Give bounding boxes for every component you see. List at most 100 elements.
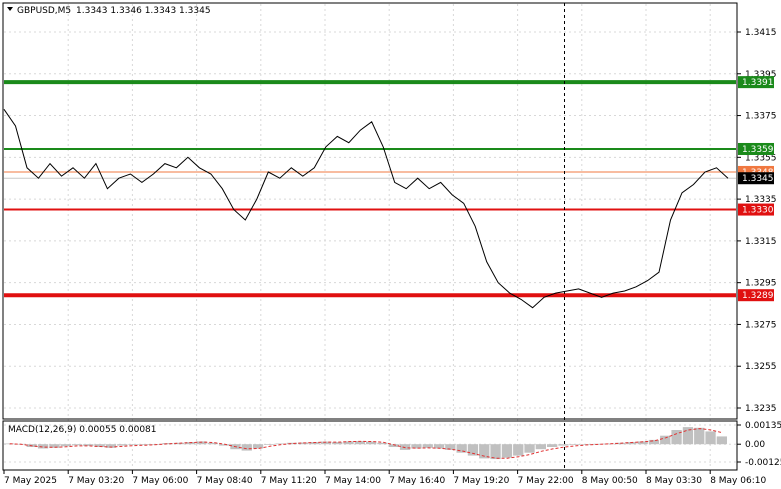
- time-label: 7 May 14:00: [325, 476, 381, 486]
- time-label: 8 May 06:10: [710, 476, 766, 486]
- macd-axis: 0.00135 0.00 -0.00125: [737, 421, 781, 468]
- macd-bar: [94, 444, 105, 447]
- macd-bar: [128, 444, 139, 445]
- macd-bar: [117, 444, 128, 446]
- price-tick-label: 1.3275: [745, 320, 777, 330]
- macd-bar: [682, 427, 694, 445]
- macd-tick-label: 0.00: [745, 440, 765, 450]
- macd-bar: [648, 439, 660, 445]
- macd-bar: [309, 442, 320, 445]
- time-label: 7 May 16:40: [389, 476, 445, 486]
- level-tag-label: 1.3359: [742, 145, 774, 155]
- macd-bar: [524, 444, 535, 453]
- macd-bar: [411, 444, 422, 449]
- macd-bar: [637, 441, 648, 445]
- price-axis: 1.3415 1.3395 1.3375 1.3355 1.3335 1.3315 1.32…: [737, 28, 777, 414]
- macd-bar: [218, 444, 230, 446]
- macd-bar: [173, 442, 184, 445]
- macd-bar: [264, 444, 275, 445]
- level-tag-label: 1.3345: [742, 174, 774, 184]
- price-tick-label: 1.3315: [745, 237, 777, 247]
- macd-bar: [558, 444, 569, 446]
- macd-bar: [185, 442, 196, 445]
- price-tick-label: 1.3375: [745, 112, 777, 122]
- macd-bar: [716, 436, 727, 445]
- time-label: 8 May 00:50: [582, 476, 638, 486]
- macd-bar: [343, 441, 354, 445]
- time-label: 7 May 03:20: [68, 476, 124, 486]
- macd-bar: [467, 444, 479, 456]
- macd-bar: [60, 444, 71, 447]
- macd-signal-line: [9, 428, 723, 459]
- price-pane-border: [2, 2, 738, 420]
- level-tag-label: 1.3330: [742, 206, 774, 216]
- macd-bar: [490, 444, 501, 460]
- macd-bar: [275, 443, 286, 445]
- price-levels[interactable]: [4, 80, 736, 298]
- macd-bar: [535, 444, 546, 450]
- level-tag-red-lower: [738, 289, 774, 302]
- time-axis: 7 May 2025 7 May 03:20 7 May 06:00 7 May 08…: [3, 470, 766, 486]
- price-tick-label: 1.3295: [745, 279, 777, 289]
- macd-bar: [196, 441, 207, 445]
- macd-bar: [49, 444, 60, 448]
- macd-tick-label: -0.00125: [745, 458, 781, 468]
- time-label: 7 May 2025: [4, 476, 57, 486]
- price-tick-label: 1.3335: [745, 195, 777, 205]
- macd-bar: [479, 444, 490, 459]
- macd-bar: [139, 444, 151, 445]
- time-label: 7 May 22:00: [518, 476, 574, 486]
- price-tick-label: 1.3395: [745, 70, 777, 80]
- level-tag-current-bid: [738, 172, 774, 185]
- price-tick-label: 1.3415: [745, 28, 777, 38]
- time-label: 7 May 08:40: [197, 476, 253, 486]
- chart-ohlc: 1.3343 1.3346 1.3343 1.3345: [76, 6, 211, 16]
- macd-bar: [332, 442, 343, 445]
- macd-bar: [399, 444, 411, 450]
- level-tag-green-upper: [738, 76, 774, 89]
- macd-bar: [320, 441, 332, 445]
- macd-bar: [569, 444, 580, 445]
- macd-bar: [286, 442, 298, 445]
- macd-bar: [37, 444, 49, 449]
- macd-bar: [354, 441, 365, 445]
- macd-bar: [388, 444, 399, 447]
- macd-bar: [614, 442, 626, 445]
- macd-bar: [377, 442, 388, 445]
- time-label: 8 May 03:30: [646, 476, 702, 486]
- macd-bar: [298, 442, 309, 445]
- macd-bar: [660, 435, 671, 445]
- macd-bar: [4, 443, 15, 445]
- time-label: 7 May 11:20: [261, 476, 317, 486]
- price-tick-label: 1.3235: [745, 404, 777, 414]
- macd-bar: [162, 443, 173, 445]
- macd-bar: [252, 444, 264, 449]
- macd-pane-border: [2, 420, 738, 471]
- macd-bar: [513, 444, 524, 456]
- price-line: [3, 109, 729, 309]
- macd-bar: [83, 444, 94, 446]
- price-grid: [4, 4, 736, 469]
- macd-bar: [547, 444, 558, 447]
- macd-bar: [422, 444, 433, 448]
- macd-bar: [603, 443, 614, 445]
- macd-bar: [671, 430, 682, 445]
- macd-bar: [626, 442, 637, 445]
- macd-bar: [433, 444, 445, 449]
- macd-bar: [445, 444, 456, 450]
- macd-bar: [105, 444, 117, 448]
- level-tag-label: 1.3289: [742, 291, 774, 301]
- macd-bar: [694, 427, 705, 445]
- macd-bar: [456, 444, 467, 453]
- macd-bar: [71, 444, 83, 446]
- macd-bar: [366, 441, 377, 445]
- macd-title: MACD(12,26,9) 0.00055 0.00081: [8, 425, 157, 435]
- price-tick-label: 1.3355: [745, 153, 777, 163]
- price-tick-label: 1.3255: [745, 362, 777, 372]
- macd-bar: [241, 444, 252, 451]
- time-label: 7 May 06:00: [132, 476, 188, 486]
- level-tag-green-lower: [738, 142, 774, 155]
- chart-menu-triangle-icon[interactable]: [7, 7, 13, 11]
